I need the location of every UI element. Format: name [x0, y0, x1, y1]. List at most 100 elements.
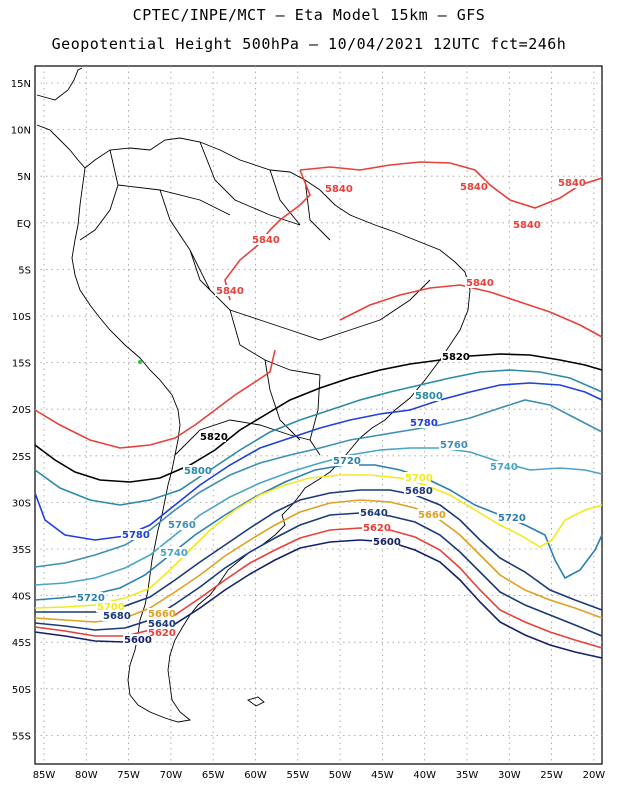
- contour-label-bg: [147, 618, 174, 629]
- lon-tick-label: 70W: [160, 770, 183, 781]
- contour-lines: [34, 161, 603, 659]
- lat-tick-label: 20S: [12, 405, 31, 416]
- contour-label-5840: 5840: [460, 182, 488, 193]
- lat-tick-label: 5N: [17, 172, 31, 183]
- contour-label-5680: 5680: [103, 611, 131, 622]
- contour-label-bg: [409, 417, 436, 428]
- lon-tick-label: 45W: [371, 770, 394, 781]
- contour-label-bg: [465, 277, 492, 288]
- contour-label-5720: 5720: [498, 513, 526, 524]
- latitude-ticks: 15N 10N 5N EQ 5S 10S 15S 20S 25S 30S 35S 40S 45S 50S 5…: [11, 79, 31, 742]
- contour-label-bg: [404, 485, 431, 496]
- contour-label-bg: [251, 234, 278, 245]
- lon-tick-label: 75W: [117, 770, 140, 781]
- contour-label-bg: [459, 181, 486, 192]
- contour-label-5640: 5640: [148, 619, 176, 630]
- lon-tick-label: 80W: [75, 770, 98, 781]
- contour-label-bg: [123, 634, 150, 645]
- contour-label-5800: 5800: [415, 391, 443, 402]
- contour-label-5700: 5700: [405, 473, 433, 484]
- lat-tick-label: 10N: [11, 126, 31, 137]
- contour-label-bg: [362, 522, 389, 533]
- lon-tick-label: 55W: [286, 770, 309, 781]
- map-title-line1: CPTEC/INPE/MCT – Eta Model 15km – GFS: [132, 6, 486, 24]
- contour-label-bg: [121, 529, 148, 540]
- contour-label-5780: 5780: [410, 418, 438, 429]
- contour-label-bg: [557, 177, 584, 188]
- lake-marker: [138, 360, 142, 364]
- contour-label-bg: [167, 519, 194, 530]
- country-borders: [79, 141, 431, 456]
- lon-tick-label: 65W: [202, 770, 225, 781]
- contour-label-5620: 5620: [148, 628, 176, 639]
- contour-label-bg: [414, 390, 441, 401]
- contour-label-5840: 5840: [466, 278, 494, 289]
- contour-5720: [34, 464, 603, 601]
- contour-label-bg: [147, 608, 174, 619]
- contour-label-bg: [439, 439, 466, 450]
- lat-tick-label: 45S: [12, 638, 31, 649]
- contour-label-5660: 5660: [148, 609, 176, 620]
- contour-5800: [34, 369, 603, 506]
- lon-tick-label: 40W: [413, 770, 436, 781]
- contour-label-bg: [96, 601, 123, 612]
- contour-label-bg: [102, 610, 129, 621]
- contour-label-5680: 5680: [405, 486, 433, 497]
- contour-label-5800: 5800: [184, 466, 212, 477]
- contour-label-5600: 5600: [124, 635, 152, 646]
- contour-5740: [34, 447, 603, 586]
- contour-label-bg: [199, 431, 226, 442]
- lon-tick-label: 60W: [244, 770, 267, 781]
- contour-label-5840: 5840: [325, 184, 353, 195]
- contour-label-5740: 5740: [160, 548, 188, 559]
- contour-5840-south: [34, 284, 603, 449]
- contour-5700: [34, 474, 603, 609]
- central-america-coast: [36, 67, 86, 169]
- contour-label-5640: 5640: [360, 508, 388, 519]
- contour-label-bg: [332, 455, 359, 466]
- contour-label-bg: [147, 627, 174, 638]
- falkland-islands: [247, 696, 265, 707]
- contour-5640: [34, 512, 603, 637]
- contour-label-5840: 5840: [216, 286, 244, 297]
- map-grid: [35, 66, 602, 764]
- lon-tick-label: 25W: [540, 770, 563, 781]
- contour-label-bg: [183, 465, 210, 476]
- contour-label-bg: [497, 512, 524, 523]
- contour-5660: [34, 499, 603, 623]
- contour-label-5660: 5660: [418, 510, 446, 521]
- contour-label-5720: 5720: [77, 593, 105, 604]
- lon-tick-label: 20W: [583, 770, 606, 781]
- contour-label-5620: 5620: [363, 523, 391, 534]
- contour-label-bg: [159, 547, 186, 558]
- lat-tick-label: 50S: [12, 685, 31, 696]
- lat-tick-label: 15N: [11, 79, 31, 90]
- lon-tick-label: 35W: [456, 770, 479, 781]
- contour-labels: 5840 5840 5840 5840 5840 5840 5840 5820 5820 5800…: [76, 177, 586, 646]
- contour-label-5840: 5840: [513, 220, 541, 231]
- contour-label-bg: [215, 285, 242, 296]
- contour-5780: [34, 382, 603, 541]
- contour-label-bg: [489, 461, 516, 472]
- contour-label-5820: 5820: [200, 432, 228, 443]
- contour-label-5780: 5780: [122, 530, 150, 541]
- lat-tick-label: 30S: [12, 498, 31, 509]
- lat-tick-label: 55S: [12, 731, 31, 742]
- contour-label-bg: [76, 592, 103, 603]
- contour-label-5600: 5600: [373, 537, 401, 548]
- contour-label-5760: 5760: [168, 520, 196, 531]
- south-america-coast: [71, 137, 471, 723]
- lat-tick-label: 35S: [12, 545, 31, 556]
- contour-label-bg: [417, 509, 444, 520]
- longitude-ticks: 85W 80W 75W 70W 65W 60W 55W 50W 45W 40W 35W 30W 25W 2…: [33, 770, 606, 781]
- lat-tick-label: 10S: [12, 312, 31, 323]
- lon-tick-label: 50W: [329, 770, 352, 781]
- lat-tick-label: 25S: [12, 452, 31, 463]
- contour-label-bg: [512, 219, 539, 230]
- lat-tick-label: 5S: [18, 265, 31, 276]
- contour-5620: [34, 527, 603, 649]
- lat-tick-label: 15S: [12, 359, 31, 370]
- map-frame: [34, 65, 603, 765]
- contour-label-bg: [404, 472, 431, 483]
